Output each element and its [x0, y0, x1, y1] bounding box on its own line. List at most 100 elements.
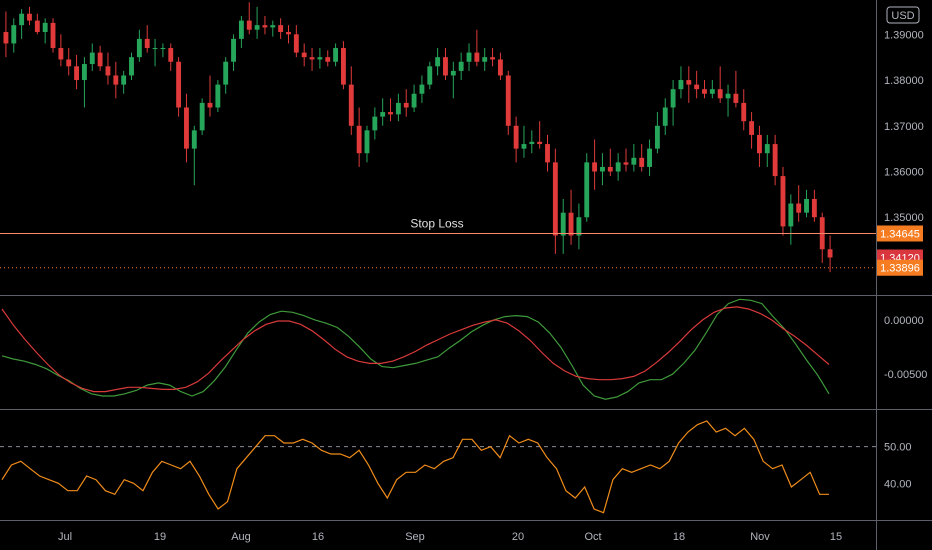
currency-selector[interactable]: USD: [886, 6, 920, 24]
candle: [513, 116, 519, 163]
candle: [207, 75, 213, 117]
candle: [223, 57, 229, 94]
candle: [435, 48, 441, 76]
candle: [709, 80, 715, 99]
candle: [388, 98, 393, 122]
candle: [694, 70, 700, 99]
svg-text:1.34645: 1.34645: [880, 228, 920, 240]
candle: [796, 185, 802, 222]
candle: [403, 89, 409, 117]
candle: [395, 93, 401, 122]
candle: [58, 34, 64, 67]
candle: [702, 80, 707, 99]
candle: [238, 16, 244, 49]
candle: [11, 18, 17, 53]
candle: [490, 48, 495, 67]
candle: [364, 125, 370, 163]
candle: [639, 144, 645, 172]
candle: [584, 153, 590, 222]
candle: [3, 11, 9, 58]
candle: [749, 112, 755, 149]
time-tick-label: 20: [512, 531, 524, 543]
candle: [631, 144, 637, 172]
candle: [89, 43, 95, 71]
candle: [811, 189, 817, 222]
currency-label: USD: [891, 10, 914, 22]
candle: [725, 84, 731, 117]
candle: [757, 125, 762, 167]
candle: [670, 80, 676, 126]
time-tick-label: Sep: [405, 531, 425, 543]
candle: [623, 148, 629, 172]
macd-panel: [1, 298, 830, 400]
time-tick-label: 18: [673, 531, 685, 543]
time-tick-label: Nov: [750, 531, 770, 543]
time-tick-label: Jul: [58, 531, 72, 543]
candle: [199, 98, 205, 135]
price-tick-label: 1.39000: [884, 29, 924, 41]
rsi-tick-label: 50.00: [884, 442, 912, 454]
candle: [521, 125, 527, 158]
candle: [827, 235, 833, 273]
candle: [607, 148, 613, 177]
candle: [254, 6, 260, 39]
candle: [74, 54, 79, 90]
price-tick-label: 1.37000: [884, 121, 924, 133]
candle: [686, 66, 692, 103]
candle: [505, 70, 511, 135]
time-tick-label: 15: [830, 531, 842, 543]
candle: [50, 18, 56, 53]
candle: [309, 48, 315, 71]
candle: [482, 48, 488, 71]
time-tick-label: Oct: [584, 531, 601, 543]
candle: [105, 52, 111, 85]
candle: [450, 61, 456, 99]
candle: [600, 153, 605, 186]
candle: [231, 34, 236, 71]
candle: [537, 121, 543, 149]
candle: [733, 70, 739, 108]
candle: [741, 89, 747, 131]
candle: [560, 198, 566, 254]
price-levels: Stop Loss: [0, 216, 876, 269]
candle: [654, 112, 660, 154]
stop-loss-label: Stop Loss: [410, 216, 463, 230]
candle: [113, 61, 119, 99]
candle: [411, 84, 417, 113]
candle: [568, 189, 574, 245]
candle: [160, 43, 166, 58]
candle: [325, 50, 331, 67]
candle: [129, 52, 134, 81]
candle: [19, 9, 25, 39]
candle: [144, 25, 150, 53]
candle: [552, 148, 558, 254]
rsi-line: [1, 420, 829, 514]
candle: [474, 29, 480, 67]
price-tick-label: 1.35000: [884, 212, 924, 224]
candle: [270, 20, 276, 37]
candle: [764, 134, 770, 167]
candle: [348, 66, 354, 135]
candle: [333, 43, 339, 67]
candle: [372, 107, 378, 140]
price-tick-label: 1.38000: [884, 75, 924, 87]
candle: [419, 75, 425, 103]
macd-tick-label: -0.00500: [884, 369, 927, 381]
candle: [615, 153, 621, 181]
candle: [804, 189, 809, 218]
candle: [215, 80, 221, 113]
candle: [678, 66, 684, 99]
signal-line: [1, 306, 830, 393]
candlestick-series: [3, 2, 833, 273]
candle: [545, 134, 550, 172]
candle: [380, 98, 386, 126]
candle: [34, 13, 40, 35]
candle: [317, 48, 323, 69]
time-tick-label: 19: [154, 531, 166, 543]
candle: [356, 107, 362, 167]
macd-line: [1, 298, 830, 400]
candle: [772, 134, 778, 186]
axes: 1.39000 1.38000 1.37000 1.36000 1.35000 0.000…: [58, 29, 927, 543]
candle: [42, 18, 48, 44]
